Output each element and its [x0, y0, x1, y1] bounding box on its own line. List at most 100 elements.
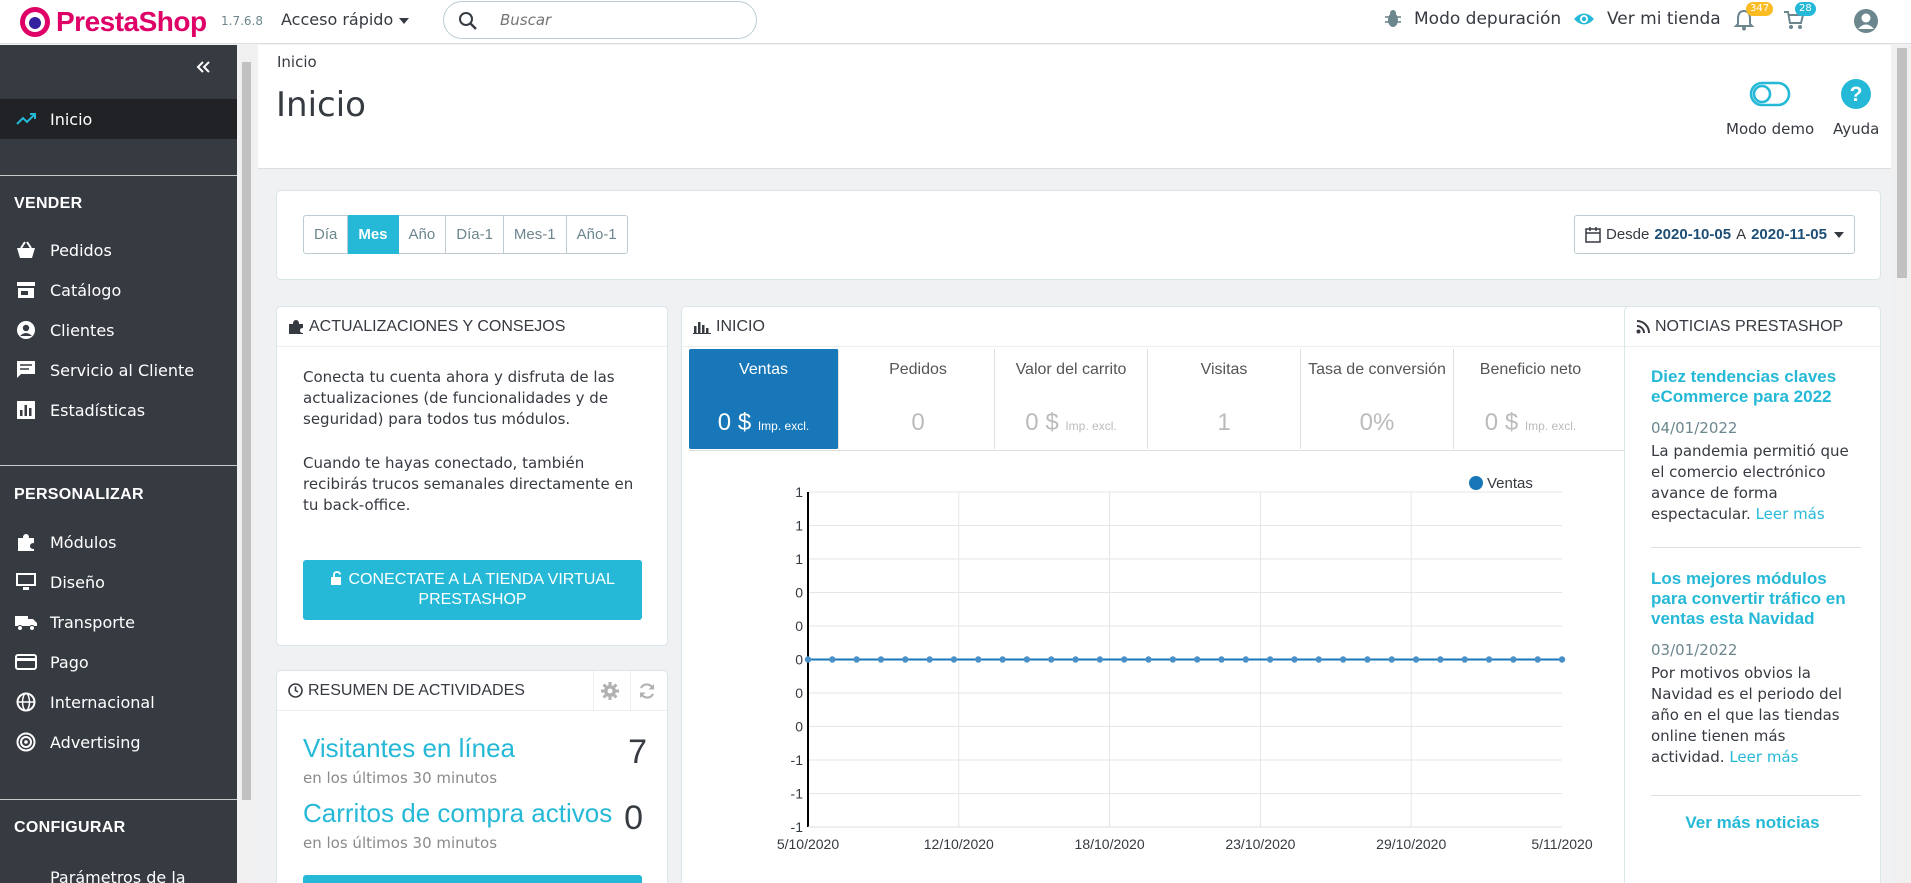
search-icon[interactable]: [458, 11, 478, 31]
quick-access-dropdown[interactable]: Acceso rápido: [281, 10, 410, 29]
active-carts-link[interactable]: Carritos de compra activos: [303, 798, 613, 828]
sales-data-point: [1145, 656, 1152, 663]
sidebar-item-estadisticas[interactable]: Estadísticas: [0, 390, 237, 430]
sales-data-point: [1242, 656, 1250, 663]
date-range-picker[interactable]: Desde 2020-10-05 A 2020-11-05: [1573, 215, 1855, 254]
see-more-news-link[interactable]: Ver más noticias: [1685, 813, 1820, 832]
view-store-link[interactable]: Ver mi tienda: [1573, 9, 1721, 29]
kpi-label: Tasa de conversión: [1308, 361, 1446, 378]
sales-data-point: [1096, 656, 1104, 663]
sales-data-point: [1364, 656, 1371, 663]
credit-card-icon: [14, 650, 38, 674]
debug-mode-link[interactable]: Modo depuración: [1384, 9, 1561, 29]
sales-data-point: [853, 656, 860, 663]
sales-data-point: [1485, 656, 1493, 663]
sidebar-item-inicio[interactable]: Inicio: [0, 99, 237, 139]
period-year-button[interactable]: Año: [398, 215, 447, 254]
news-item-body: La pandemia permitió que el comercio ele…: [1651, 442, 1849, 523]
sidebar-item-label: Advertising: [50, 732, 141, 752]
news-panel-header: NOTICIAS PRESTASHOP: [1625, 307, 1880, 347]
period-prev-year-button[interactable]: Año-1: [566, 215, 628, 254]
sidebar-item-pago[interactable]: Pago: [0, 642, 237, 682]
period-prev-day-button[interactable]: Día-1: [446, 215, 504, 254]
news-item-body: Por motivos obvios la Navidad es el peri…: [1651, 664, 1843, 766]
news-divider: [1651, 795, 1861, 796]
x-tick-label: 5/10/2020: [777, 836, 839, 852]
kpi-orders[interactable]: Pedidos 0: [842, 349, 995, 449]
sales-data-point: [1266, 656, 1274, 663]
sidebar-item-transporte[interactable]: Transporte: [0, 602, 237, 642]
news-item: Diez tendencias claves eCommerce para 20…: [1651, 367, 1861, 525]
y-tick-label: 1: [795, 484, 803, 500]
period-day-button[interactable]: Día: [303, 215, 349, 254]
sidebar-item-catalogo[interactable]: Catálogo: [0, 270, 237, 310]
sidebar-item-diseno[interactable]: Diseño: [0, 562, 237, 602]
sidebar-item-pedidos[interactable]: Pedidos: [0, 230, 237, 270]
sidebar-item-clientes[interactable]: Clientes: [0, 310, 237, 350]
connect-addons-button[interactable]: CONECTATE A LA TIENDA VIRTUAL PRESTASHOP: [303, 560, 642, 620]
news-item-title[interactable]: Diez tendencias claves eCommerce para 20…: [1651, 367, 1837, 406]
period-prev-month-button[interactable]: Mes-1: [503, 215, 567, 254]
sales-data-point: [1291, 656, 1298, 663]
x-tick-label: 5/11/2020: [1531, 836, 1592, 852]
truck-icon: [14, 610, 38, 634]
rss-icon: [1636, 319, 1650, 333]
kpi-visits[interactable]: Visitas 1: [1148, 349, 1301, 449]
demo-mode-toggle[interactable]: Modo demo: [1726, 75, 1814, 138]
period-filter-panel: Día Mes Año Día-1 Mes-1 Año-1 Desde 2020…: [276, 190, 1881, 280]
configure-gear-icon[interactable]: [593, 671, 630, 711]
breadcrumb[interactable]: Inicio: [277, 53, 317, 71]
activity-title: RESUMEN DE ACTIVIDADES: [308, 681, 525, 699]
orders-notifications-button[interactable]: 28: [1783, 2, 1816, 35]
target-icon: [14, 730, 38, 754]
kpi-conversion[interactable]: Tasa de conversión 0%: [1301, 349, 1454, 449]
sidebar-item-servicio-cliente[interactable]: Servicio al Cliente: [0, 350, 237, 390]
y-tick-label: 0: [795, 585, 803, 601]
kpi-label: Pedidos: [889, 361, 947, 378]
sidebar-item-advertising[interactable]: Advertising: [0, 722, 237, 762]
search-input[interactable]: [500, 10, 740, 30]
kpi-net-profit[interactable]: Beneficio neto 0 $ Imp. excl.: [1454, 349, 1607, 449]
date-to: 2020-11-05: [1751, 226, 1827, 243]
account-menu-button[interactable]: [1853, 8, 1879, 38]
refresh-icon[interactable]: [630, 671, 667, 711]
y-tick-label: 0: [795, 685, 803, 701]
bar-chart-icon: [693, 321, 711, 334]
kpi-sales[interactable]: Ventas 0 $ Imp. excl.: [689, 349, 839, 449]
kpi-cart-value[interactable]: Valor del carrito 0 $ Imp. excl.: [995, 349, 1148, 449]
sales-data-point: [1388, 656, 1395, 663]
bug-icon: [1385, 10, 1401, 27]
period-button-group: Día Mes Año Día-1 Mes-1 Año-1: [303, 215, 628, 254]
kpi-suffix: Imp. excl.: [1524, 419, 1577, 433]
sidebar-divider: [0, 465, 237, 466]
sidebar-item-parametros[interactable]: Parámetros de la: [0, 857, 237, 883]
online-visitors-link[interactable]: Visitantes en línea: [303, 733, 515, 763]
sidebar-item-internacional[interactable]: Internacional: [0, 682, 237, 722]
sales-data-point: [877, 656, 885, 663]
quick-access-label: Acceso rápido: [281, 10, 394, 29]
kpi-value: 1: [1217, 409, 1231, 436]
y-tick-label: -1: [791, 819, 804, 835]
sales-data-point: [829, 656, 836, 663]
toggle-icon: [1749, 81, 1791, 107]
activity-panel-header: RESUMEN DE ACTIVIDADES: [277, 671, 667, 711]
orders-badge: 28: [1795, 2, 1816, 16]
news-item-title[interactable]: Los mejores módulos para convertir tráfi…: [1651, 569, 1846, 628]
prestashop-logo[interactable]: PrestaShop: [20, 4, 207, 40]
read-more-link[interactable]: Leer más: [1729, 748, 1799, 766]
unlock-icon: [331, 571, 342, 585]
activity-action-button[interactable]: [303, 875, 642, 883]
notifications-button[interactable]: 347: [1733, 2, 1774, 35]
help-button[interactable]: ? Ayuda: [1833, 75, 1879, 138]
desktop-icon: [14, 570, 38, 594]
y-tick-label: 1: [795, 518, 803, 534]
sidebar-item-modulos[interactable]: Módulos: [0, 522, 237, 562]
help-icon: ?: [1841, 79, 1872, 109]
page-scrollbar-thumb[interactable]: [1897, 48, 1907, 278]
collapse-sidebar-icon[interactable]: [195, 60, 211, 74]
sidebar-scrollbar-thumb[interactable]: [242, 62, 251, 800]
sidebar-item-label: Diseño: [50, 572, 105, 592]
read-more-link[interactable]: Leer más: [1755, 505, 1825, 523]
period-month-button[interactable]: Mes: [348, 215, 399, 254]
sidebar-active-highlight: [0, 99, 237, 139]
